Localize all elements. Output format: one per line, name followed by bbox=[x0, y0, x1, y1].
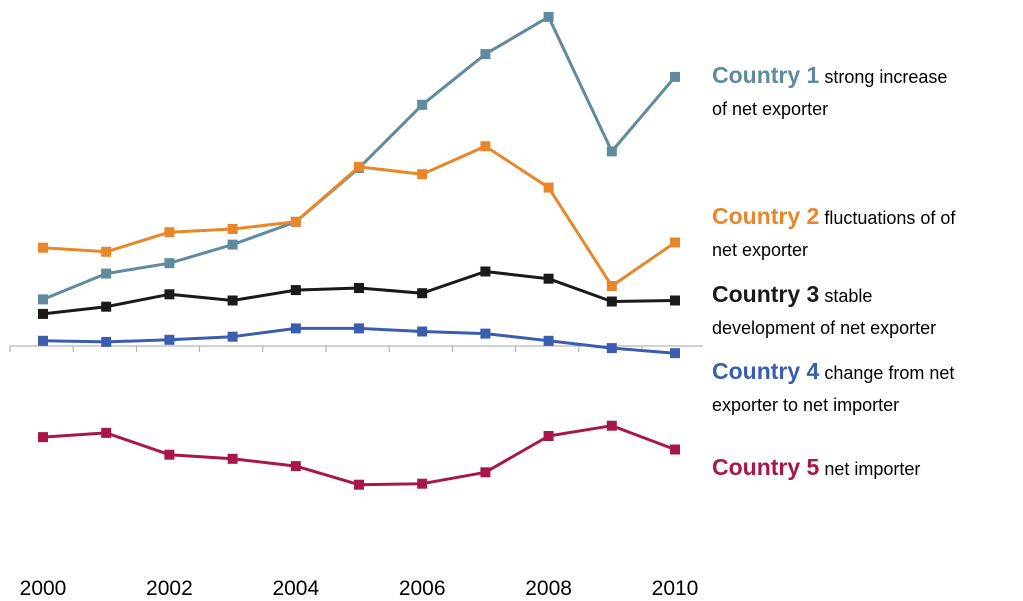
data-point-c4-2007 bbox=[480, 328, 491, 339]
data-point-c3-2009 bbox=[606, 296, 617, 307]
series-layer bbox=[38, 11, 680, 490]
data-point-c3-2003 bbox=[227, 295, 238, 306]
data-point-c1-2009 bbox=[606, 146, 617, 157]
series-c5 bbox=[38, 420, 680, 490]
data-point-c3-2010 bbox=[670, 295, 680, 306]
data-point-c3-2000 bbox=[38, 308, 48, 319]
data-point-c2-2010 bbox=[670, 237, 680, 248]
x-tick-label: 2004 bbox=[272, 577, 319, 600]
data-point-c4-2001 bbox=[101, 336, 112, 347]
series-name-country-4: Country 4 bbox=[712, 358, 820, 384]
annotation-country-1: Country 1 strong increase of net exporte… bbox=[712, 60, 947, 126]
data-point-c5-2004 bbox=[290, 461, 301, 472]
data-point-c3-2006 bbox=[417, 288, 428, 299]
data-point-c5-2003 bbox=[227, 453, 238, 464]
data-point-c3-2005 bbox=[354, 283, 364, 293]
data-point-c2-2009 bbox=[606, 281, 617, 291]
series-name-country-3: Country 3 bbox=[712, 281, 820, 307]
data-point-c1-2008 bbox=[543, 11, 554, 22]
data-point-c5-2006 bbox=[417, 478, 428, 489]
annotation-desc2-country-3: development of net exporter bbox=[712, 318, 937, 338]
data-point-c3-2007 bbox=[480, 266, 491, 277]
data-point-c4-2009 bbox=[606, 343, 617, 354]
annotation-country-2: Country 2 fluctuations of of net exporte… bbox=[712, 201, 955, 267]
series-name-country-2: Country 2 bbox=[712, 203, 820, 229]
data-point-c2-2004 bbox=[290, 216, 301, 227]
annotation-desc2-country-4: exporter to net importer bbox=[712, 395, 900, 415]
x-tick-label: 2000 bbox=[20, 577, 67, 600]
data-point-c1-2007 bbox=[480, 49, 491, 60]
data-point-c2-2000 bbox=[38, 242, 48, 253]
data-point-c4-2000 bbox=[38, 335, 48, 346]
data-point-c4-2003 bbox=[227, 331, 238, 342]
data-point-c1-2002 bbox=[164, 258, 175, 269]
data-point-c5-2007 bbox=[480, 467, 491, 478]
data-point-c2-2007 bbox=[480, 141, 491, 152]
data-point-c2-2003 bbox=[227, 224, 238, 234]
series-line-c1 bbox=[42, 15, 677, 301]
data-point-c5-2001 bbox=[101, 427, 112, 438]
data-point-c4-2006 bbox=[417, 326, 428, 337]
data-point-c3-2008 bbox=[543, 273, 554, 284]
data-point-c5-2008 bbox=[543, 431, 554, 441]
data-point-c3-2001 bbox=[101, 301, 112, 312]
annotation-desc2-country-1: of net exporter bbox=[712, 99, 829, 119]
data-point-c5-2000 bbox=[38, 432, 48, 443]
data-point-c5-2002 bbox=[164, 449, 175, 460]
annotation-country-3: Country 3 stable development of net expo… bbox=[712, 279, 936, 345]
x-tick-label: 2008 bbox=[525, 577, 572, 600]
x-tick-label: 2002 bbox=[146, 577, 193, 600]
series-line-c5 bbox=[42, 424, 676, 487]
annotation-desc2-country-2: net exporter bbox=[712, 240, 809, 260]
data-point-c3-2004 bbox=[290, 285, 301, 296]
data-point-c1-2006 bbox=[417, 99, 428, 110]
series-name-country-1: Country 1 bbox=[712, 62, 820, 88]
x-tick-label: 2006 bbox=[399, 577, 446, 600]
data-point-c1-2000 bbox=[38, 294, 48, 305]
annotation-country-5: Country 5 net importer bbox=[712, 452, 920, 486]
data-point-c5-2009 bbox=[606, 420, 617, 431]
data-point-c4-2005 bbox=[354, 323, 364, 334]
series-c2 bbox=[38, 141, 680, 291]
data-point-c2-2006 bbox=[417, 169, 428, 180]
data-point-c1-2001 bbox=[101, 268, 112, 279]
data-point-c4-2008 bbox=[543, 335, 554, 346]
annotation-desc-country-2: fluctuations of of bbox=[819, 208, 956, 228]
data-point-c4-2002 bbox=[164, 334, 175, 345]
series-c3 bbox=[38, 266, 680, 319]
data-point-c1-2010 bbox=[670, 71, 680, 82]
x-tick-label: 2010 bbox=[652, 577, 699, 600]
series-c4 bbox=[38, 323, 680, 359]
data-point-c4-2004 bbox=[290, 323, 301, 334]
data-point-c2-2001 bbox=[101, 246, 112, 257]
annotation-desc-country-3: stable bbox=[819, 286, 873, 306]
data-point-c2-2002 bbox=[164, 227, 175, 238]
annotation-desc-country-4: change from net bbox=[819, 363, 955, 383]
series-name-country-5: Country 5 bbox=[712, 454, 820, 480]
data-point-c5-2005 bbox=[354, 479, 364, 490]
data-point-c3-2002 bbox=[164, 289, 175, 300]
data-point-c2-2008 bbox=[543, 182, 554, 193]
annotation-country-4: Country 4 change from net exporter to ne… bbox=[712, 356, 954, 422]
data-point-c2-2005 bbox=[354, 161, 364, 172]
annotation-desc-country-5: net importer bbox=[819, 459, 921, 479]
data-point-c4-2010 bbox=[670, 348, 680, 359]
annotation-desc-country-1: strong increase bbox=[819, 67, 948, 87]
data-point-c1-2003 bbox=[227, 239, 238, 250]
x-tick-labels: 2000 2002 2004 2006 2008 2010 bbox=[20, 577, 699, 600]
series-c1 bbox=[38, 11, 680, 305]
data-point-c5-2010 bbox=[670, 444, 680, 455]
